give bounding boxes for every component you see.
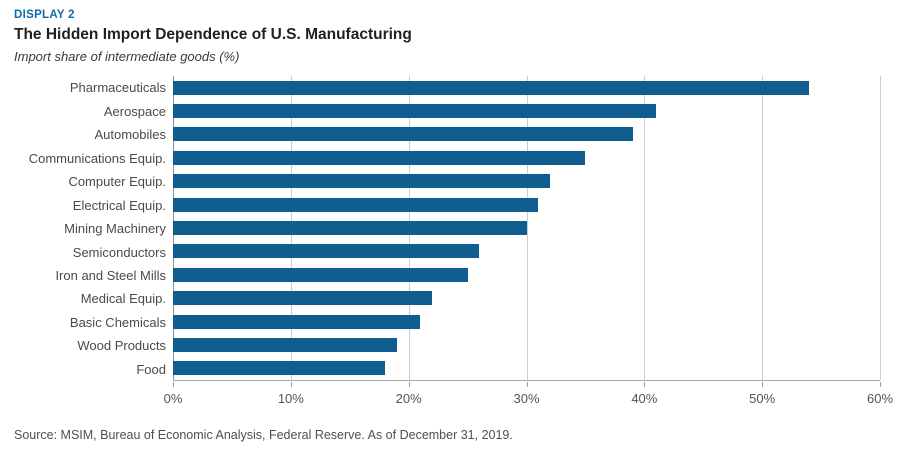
axis-tick [526,382,528,387]
category-label: Computer Equip. [68,174,166,190]
category-label: Automobiles [94,127,166,143]
category-label: Electrical Equip. [72,197,166,213]
gridline [880,76,881,380]
bar [173,244,480,259]
bar [173,127,633,142]
source-note: Source: MSIM, Bureau of Economic Analysi… [14,428,513,442]
axis-tick [880,382,881,387]
bar-row [173,216,880,239]
bar-row [173,333,880,356]
bar-rows [173,76,880,380]
category-label: Mining Machinery [64,221,166,237]
axis-tick [173,382,174,387]
bar [173,337,397,352]
category-label: Aerospace [103,103,166,119]
bar [173,197,539,212]
bar-row [173,240,880,263]
category-label: Food [136,361,166,377]
gridline [762,76,764,380]
axis-tick [644,382,646,387]
bar-row [173,170,880,193]
bar [173,104,657,119]
bar-row [173,146,880,169]
axis-tick-label: 50% [749,391,776,406]
chart-title: The Hidden Import Dependence of U.S. Man… [14,26,412,43]
bar [173,291,433,306]
bar-row [173,99,880,122]
bar [173,221,527,236]
axis-tick-label: 0% [163,391,183,406]
axis-tick [408,382,410,387]
axis-tick-label: 40% [631,391,658,406]
plot-area [173,76,881,381]
axis-tick [290,382,292,387]
bar-row [173,357,880,380]
bar-row [173,263,880,286]
bar-row [173,123,880,146]
category-label: Basic Chemicals [69,314,166,330]
bar [173,267,468,282]
bar-row [173,193,880,216]
axis-tick-label: 10% [277,391,304,406]
axis-tick-label: 30% [513,391,540,406]
axis-tick-label: 60% [866,391,894,406]
gridline [644,76,646,380]
bar-row [173,287,880,310]
category-label: Iron and Steel Mills [55,267,166,283]
axis-tick-label: 20% [395,391,422,406]
bar [173,174,551,189]
bar-row [173,76,880,99]
category-label: Pharmaceuticals [69,80,166,96]
category-label: Communications Equip. [28,150,166,166]
bar [173,80,810,95]
category-label: Medical Equip. [80,291,166,307]
bar-chart: Pharmaceuticals Aerospace Automobiles Commu… [14,76,881,381]
bar-row [173,310,880,333]
bar [173,314,421,329]
x-axis: 0% 10% 20% 30% 40% 50% 60% [164,382,893,412]
chart-subtitle: Import share of intermediate goods (%) [14,49,240,64]
bar [173,150,586,165]
gridline [526,76,528,380]
axis-tick [762,382,764,387]
category-label: Wood Products [77,338,166,354]
chart-header: DISPLAY 2 The Hidden Import Dependence o… [14,9,412,64]
category-labels: Pharmaceuticals Aerospace Automobiles Commu… [14,76,166,381]
category-label: Semiconductors [72,244,166,260]
display-number-label: DISPLAY 2 [14,9,75,21]
bar [173,361,386,376]
